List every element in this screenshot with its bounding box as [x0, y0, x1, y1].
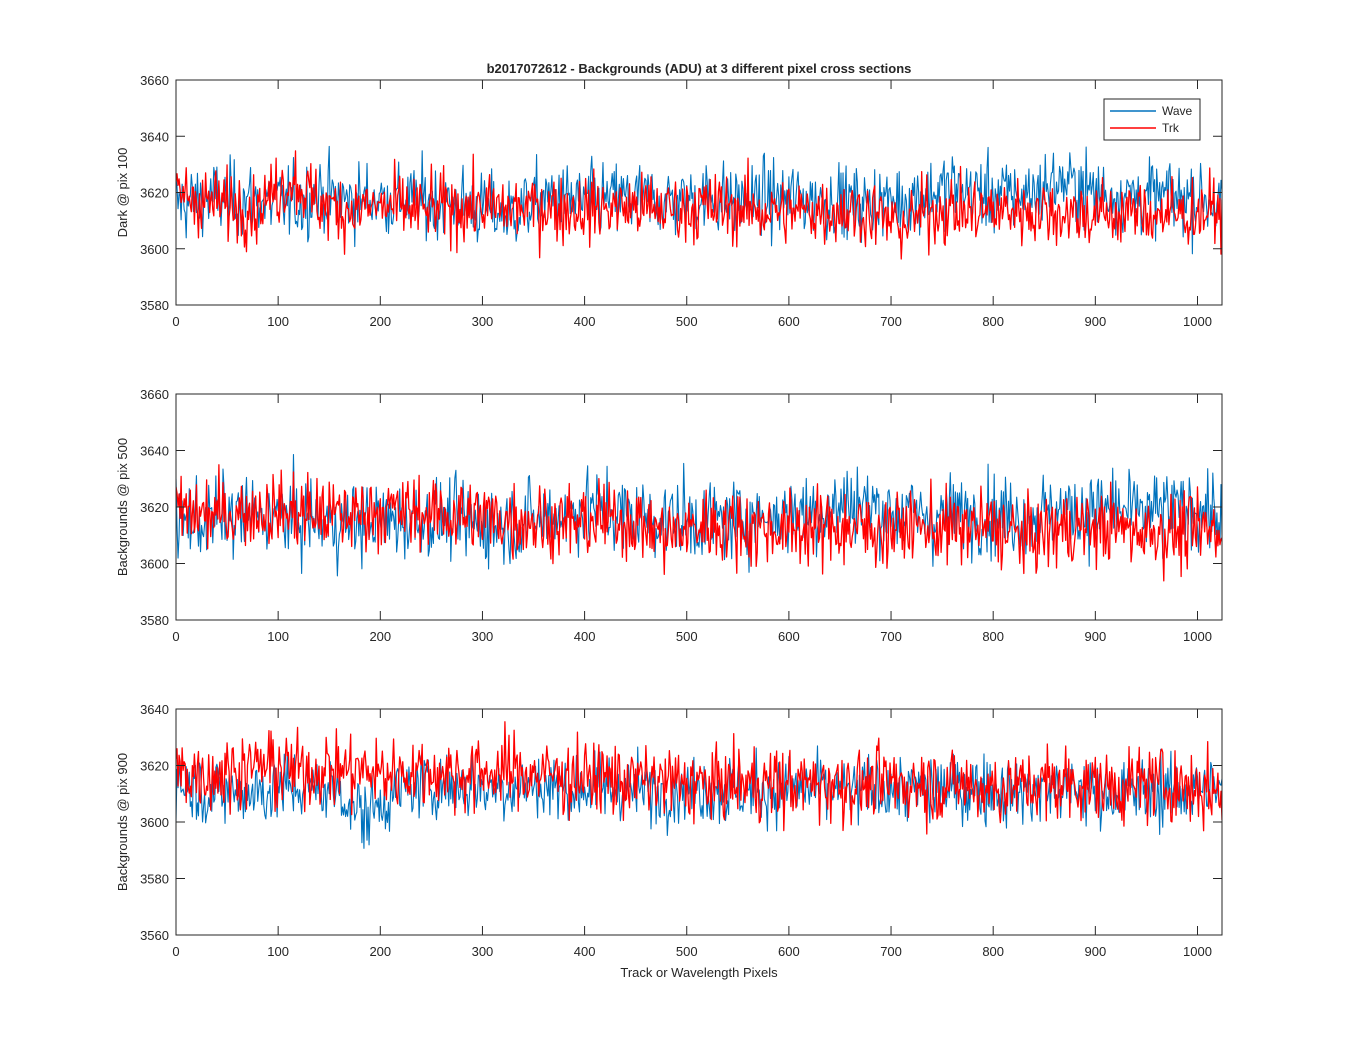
legend-label-wave: Wave	[1162, 104, 1193, 118]
series-group	[176, 721, 1222, 849]
series-line-trk	[176, 721, 1222, 835]
x-tick-label: 900	[1084, 629, 1106, 644]
x-tick-label: 700	[880, 314, 902, 329]
plot-area	[176, 709, 1222, 935]
x-tick-label: 400	[574, 314, 596, 329]
x-tick-label: 1000	[1183, 944, 1212, 959]
x-tick-label: 100	[267, 944, 289, 959]
x-tick-label: 300	[472, 944, 494, 959]
y-tick-label: 3640	[140, 129, 169, 144]
y-tick-label: 3660	[140, 73, 169, 88]
x-tick-label: 100	[267, 314, 289, 329]
x-axis-title: Track or Wavelength Pixels	[620, 965, 778, 980]
x-tick-label: 0	[172, 314, 179, 329]
x-tick-label: 500	[676, 629, 698, 644]
x-tick-label: 600	[778, 314, 800, 329]
y-tick-label: 3600	[140, 815, 169, 830]
y-axis-title: Backgrounds @ pix 500	[115, 438, 130, 576]
x-tick-label: 0	[172, 944, 179, 959]
legend-box	[1103, 98, 1201, 141]
x-tick-label: 500	[676, 314, 698, 329]
y-tick-label: 3640	[140, 444, 169, 459]
y-tick-label: 3640	[140, 702, 169, 717]
y-tick-label: 3660	[140, 387, 169, 402]
x-tick-label: 800	[982, 314, 1004, 329]
y-tick-label: 3620	[140, 186, 169, 201]
x-tick-label: 800	[982, 944, 1004, 959]
y-tick-label: 3580	[140, 613, 169, 628]
x-tick-label: 300	[472, 629, 494, 644]
x-tick-label: 200	[369, 944, 391, 959]
y-tick-label: 3620	[140, 759, 169, 774]
x-tick-label: 200	[369, 314, 391, 329]
y-axis-title: Backgrounds @ pix 900	[115, 753, 130, 891]
legend: Wave Trk	[1103, 98, 1201, 141]
x-tick-label: 800	[982, 629, 1004, 644]
x-tick-label: 1000	[1183, 314, 1212, 329]
y-tick-label: 3600	[140, 242, 169, 257]
x-tick-label: 0	[172, 629, 179, 644]
subplot-1: 0 100 200 300 400 500 600 700 800 900 1000 3580 3600…	[115, 73, 1223, 329]
x-tick-label: 200	[369, 629, 391, 644]
series-line-trk	[176, 150, 1222, 260]
subplot-2: 0 100 200 300 400 500 600 700 800 900 1000 3580 3600…	[115, 387, 1223, 644]
x-tick-label: 700	[880, 629, 902, 644]
x-tick-label: 900	[1084, 314, 1106, 329]
series-line-trk	[176, 464, 1222, 582]
x-tick-label: 600	[778, 629, 800, 644]
y-tick-label: 3620	[140, 500, 169, 515]
y-axis-title: Dark @ pix 100	[115, 148, 130, 238]
y-tick-label: 3580	[140, 298, 169, 313]
subplots: 0 100 200 300 400 500 600 700 800 900 100035803600…	[115, 73, 1223, 959]
x-tick-label: 700	[880, 944, 902, 959]
x-tick-label: 400	[574, 629, 596, 644]
series-group	[176, 453, 1222, 582]
series-line-wave	[176, 745, 1222, 849]
y-tick-label: 3560	[140, 928, 169, 943]
x-tick-label: 600	[778, 944, 800, 959]
x-tick-label: 900	[1084, 944, 1106, 959]
x-tick-label: 400	[574, 944, 596, 959]
y-tick-label: 3600	[140, 557, 169, 572]
figure-title: b2017072612 - Backgrounds (ADU) at 3 dif…	[487, 61, 912, 76]
subplot-3: 0 100 200 300 400 500 600 700 800 900 1000 3560 3580…	[115, 702, 1223, 959]
x-tick-label: 1000	[1183, 629, 1212, 644]
series-group	[176, 145, 1222, 260]
x-tick-label: 300	[472, 314, 494, 329]
legend-label-trk: Trk	[1162, 121, 1180, 135]
x-tick-label: 100	[267, 629, 289, 644]
y-tick-label: 3580	[140, 872, 169, 887]
x-tick-label: 500	[676, 944, 698, 959]
